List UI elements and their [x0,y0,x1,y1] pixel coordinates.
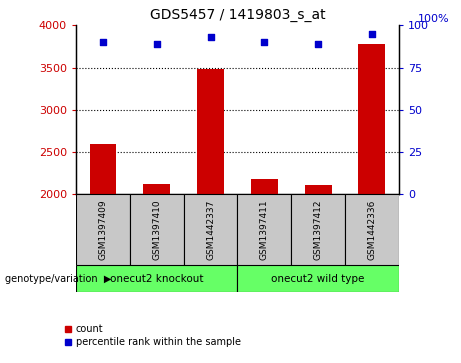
Text: GSM1397411: GSM1397411 [260,199,269,260]
Point [260,39,268,45]
Text: GSM1397412: GSM1397412 [313,199,323,260]
Bar [345,194,399,265]
Text: GSM1397410: GSM1397410 [152,199,161,260]
Point [153,41,160,47]
Bar [305,185,331,194]
Title: GDS5457 / 1419803_s_at: GDS5457 / 1419803_s_at [150,8,325,22]
Text: 100%: 100% [418,13,449,24]
Text: onecut2 wild type: onecut2 wild type [272,274,365,284]
Point [314,41,322,47]
Bar [89,143,116,194]
Bar [237,265,399,292]
Text: GSM1397409: GSM1397409 [99,199,107,260]
Point [207,34,214,40]
Point [368,31,376,37]
Legend: count, percentile rank within the sample: count, percentile rank within the sample [60,320,245,351]
Bar [143,184,170,194]
Point [99,39,106,45]
Bar [358,44,385,194]
Bar [76,194,130,265]
Text: GSM1442336: GSM1442336 [367,199,376,260]
Bar [76,265,237,292]
Bar [237,194,291,265]
Bar [130,194,183,265]
Text: onecut2 knockout: onecut2 knockout [110,274,203,284]
Text: genotype/variation  ▶: genotype/variation ▶ [5,274,111,284]
Bar [197,69,224,194]
Text: GSM1442337: GSM1442337 [206,199,215,260]
Bar [291,194,345,265]
Bar [251,179,278,194]
Bar [183,194,237,265]
